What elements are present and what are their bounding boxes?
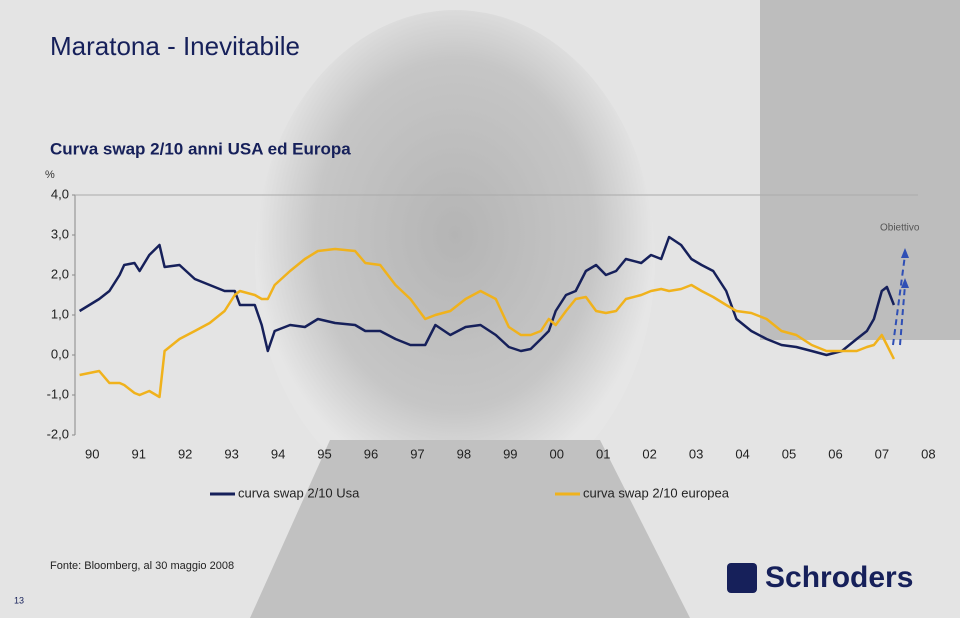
y-tick-label: 2,0 [51,266,69,281]
series-line [79,247,896,399]
source: Fonte: Bloomberg, al 30 maggio 2008 [50,560,234,572]
x-tick-label: 94 [271,446,285,461]
x-tick-label: 95 [317,446,331,461]
x-tick-label: 07 [875,446,889,461]
x-tick-label: 99 [503,446,517,461]
y-unit: % [45,169,55,181]
photo-face [255,10,655,510]
arrow-heads [901,248,909,288]
y-tick-label: -1,0 [47,386,69,401]
y-tick-label: -2,0 [47,426,69,441]
x-tick-label: 90 [85,446,99,461]
background-shade [760,0,960,340]
annotation: Obiettivo [880,223,920,234]
slide-title: Maratona - Inevitabile [50,31,300,61]
x-tick-label: 91 [132,446,146,461]
x-tick-label: 04 [735,446,749,461]
x-tick-label: 93 [224,446,238,461]
x-tick-label: 02 [642,446,656,461]
x-tick-label: 08 [921,446,935,461]
logo-emblem [727,563,757,593]
y-tick-label: 3,0 [51,226,69,241]
chart-title: Curva swap 2/10 anni USA ed Europa [50,139,351,158]
x-tick-label: 06 [828,446,842,461]
x-tick-label: 00 [550,446,564,461]
x-tick-label: 01 [596,446,610,461]
y-tick-label: 0,0 [51,346,69,361]
legend-label: curva swap 2/10 Usa [238,485,360,500]
y-tick-label: 4,0 [51,186,69,201]
page-number: 13 [14,595,24,605]
legend-label: curva swap 2/10 europea [583,485,730,500]
x-tick-label: 05 [782,446,796,461]
x-tick-label: 97 [410,446,424,461]
series-line [78,235,896,357]
x-tick-label: 98 [457,446,471,461]
target-arrows [892,254,906,346]
logo: Schroders [765,561,913,594]
x-tick-label: 03 [689,446,703,461]
photo-shirt [250,440,690,618]
x-tick-label: 92 [178,446,192,461]
y-tick-label: 1,0 [51,306,69,321]
x-tick-label: 96 [364,446,378,461]
